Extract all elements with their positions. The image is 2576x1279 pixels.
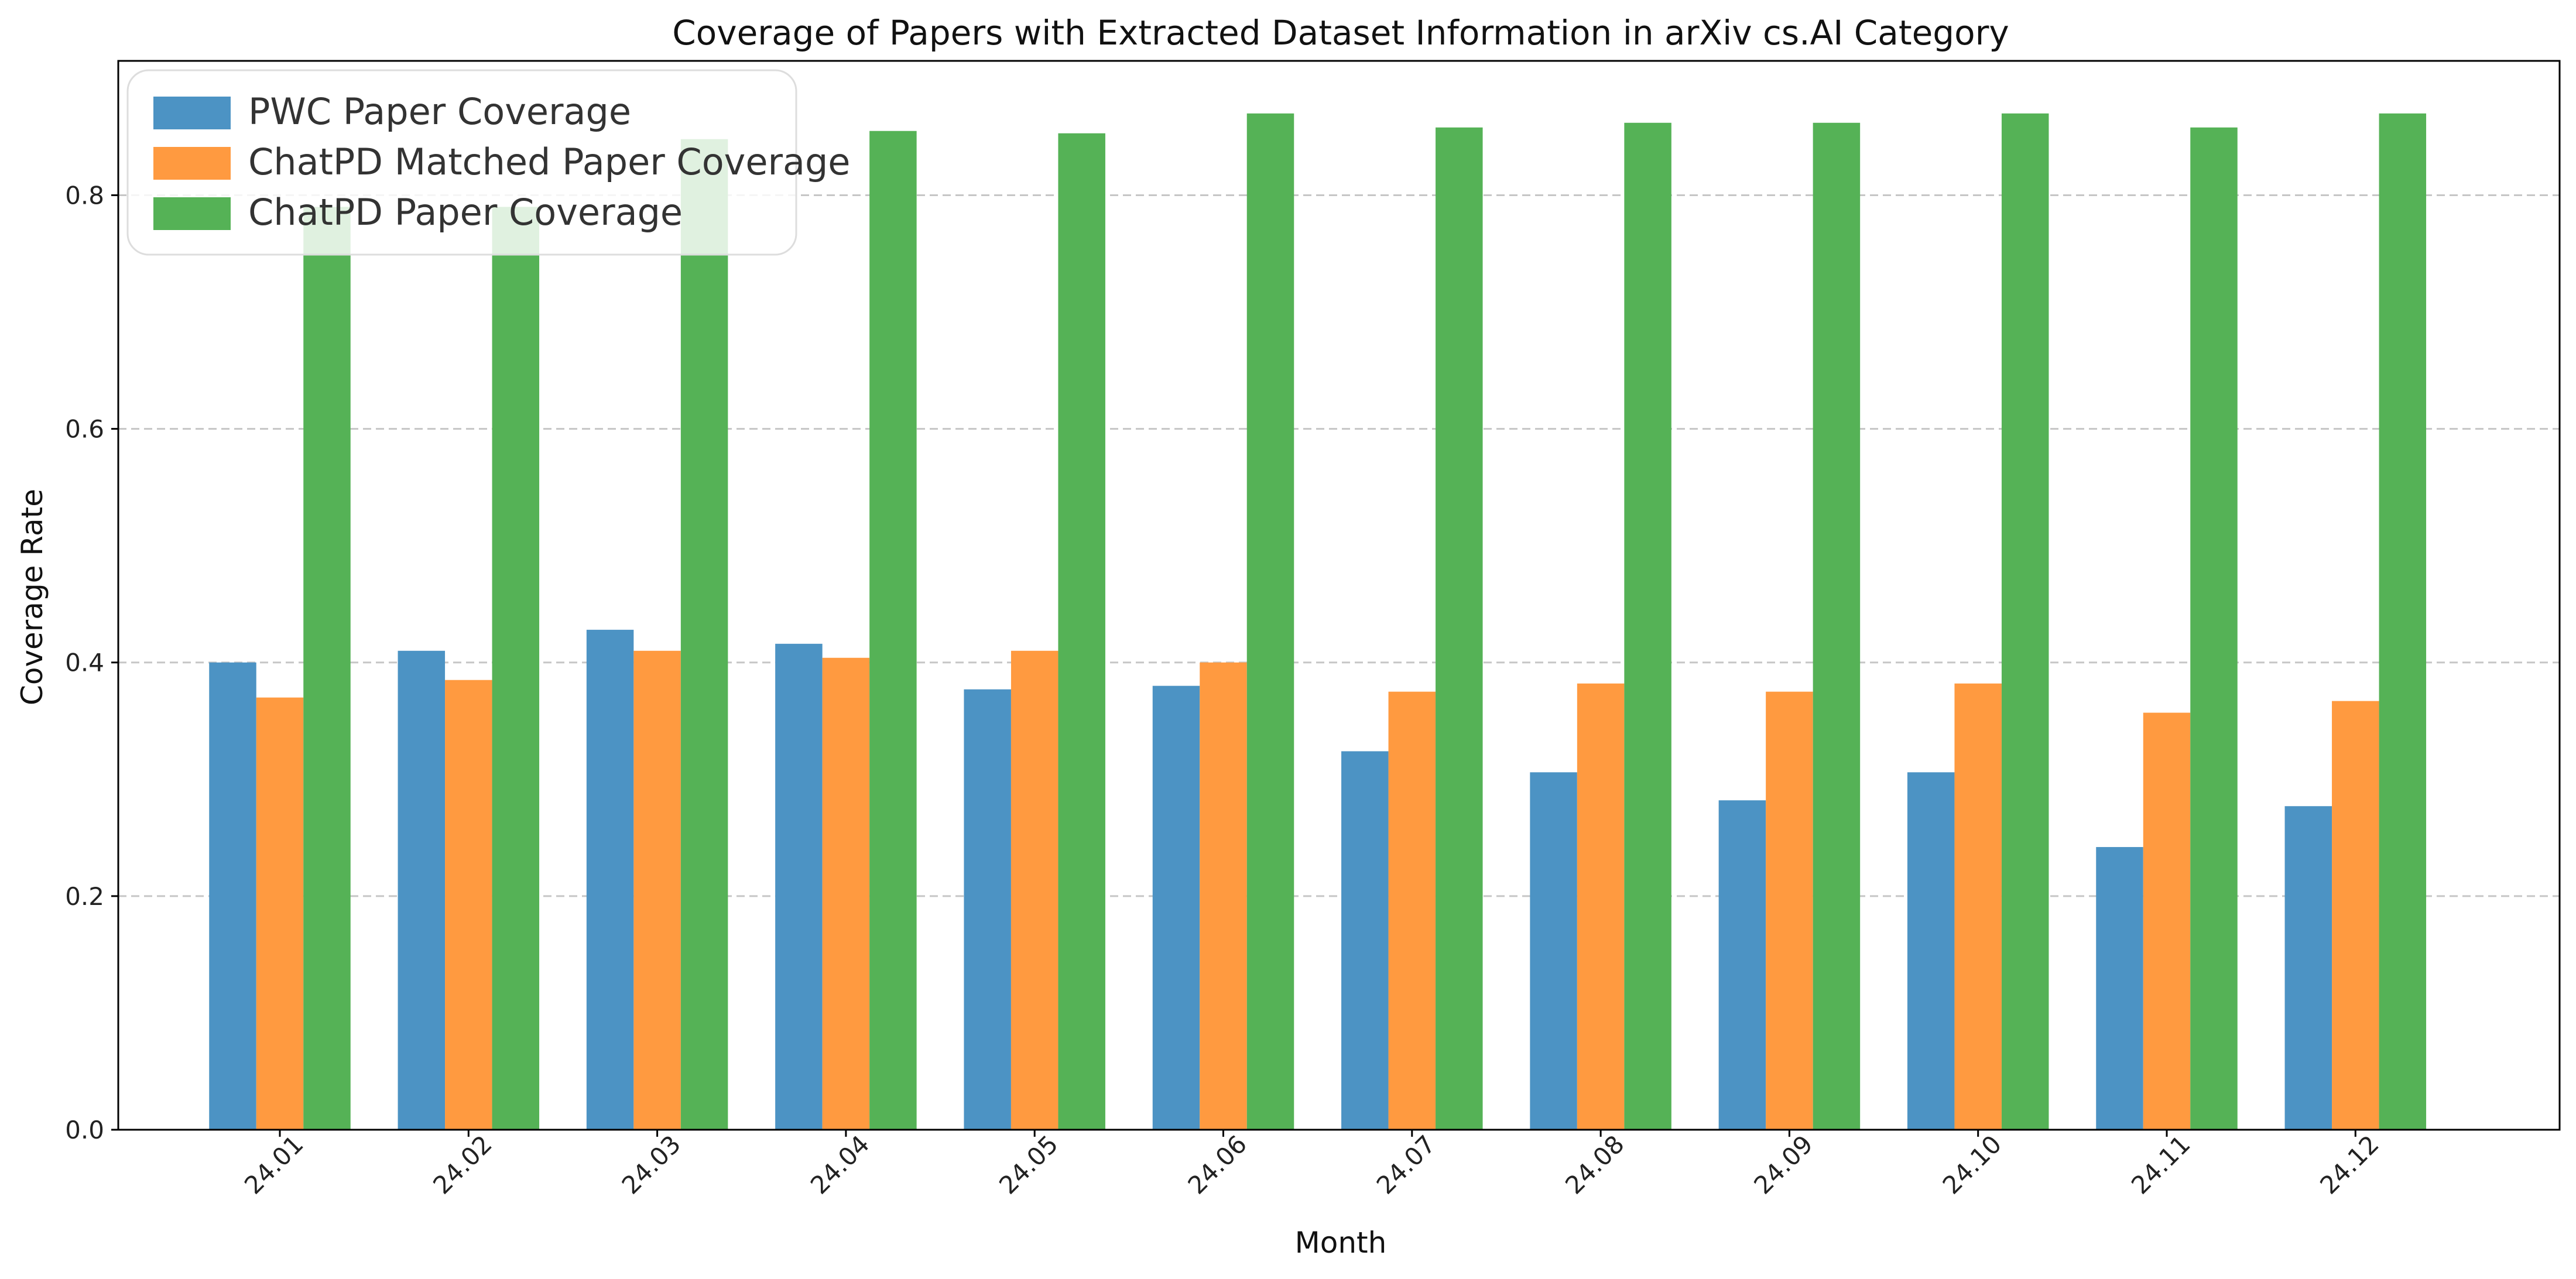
bar [256,697,304,1130]
bar [1718,800,1766,1130]
bar [2284,806,2332,1130]
bar [633,650,681,1130]
x-tick-label: 24.12 [2314,1130,2385,1200]
bar [1624,122,1671,1130]
y-axis-title: Coverage Rate [15,489,49,705]
bar [775,643,823,1130]
bar [1530,772,1577,1130]
bars [209,113,2427,1130]
legend: PWC Paper Coverage ChatPD Matched Paper C… [126,69,850,256]
bar [1388,691,1436,1130]
x-tick-label: 24.08 [1560,1130,1630,1200]
legend-label: PWC Paper Coverage [248,90,631,133]
x-tick-label: 24.04 [805,1130,875,1200]
x-axis-title: Month [1295,1226,1387,1260]
bar [1246,113,1294,1130]
legend-label: ChatPD Paper Coverage [248,191,683,234]
bar [1766,691,1813,1130]
y-tick-label: 0.8 [65,181,104,210]
y-tick-label: 0.4 [65,649,104,677]
legend-swatch [153,147,231,180]
bar [209,662,256,1130]
x-tick-label: 24.11 [2126,1130,2196,1200]
legend-swatch [153,97,231,129]
legend-box [126,69,797,256]
y-tick-label: 0.6 [65,415,104,444]
bar [964,689,1011,1130]
axes [117,60,2561,1131]
bar [586,629,634,1130]
plot-frame [117,60,2561,1131]
bar [2143,712,2191,1130]
x-tick-label: 24.07 [1371,1130,1441,1200]
bar [398,650,446,1130]
bar [2190,127,2238,1130]
bar [2332,701,2379,1130]
bar [1436,127,1483,1130]
y-axis-ticks: 0.0 0.2 0.4 0.6 0.8 [65,181,118,1144]
bar [1058,133,1105,1130]
bar [1341,751,1389,1130]
series-1-bars [209,629,2332,1130]
x-tick-label: 24.06 [1182,1130,1252,1200]
bar [869,131,917,1130]
bar [445,680,492,1130]
chart-title: Coverage of Papers with Extracted Datase… [672,13,2009,53]
x-tick-label: 24.05 [994,1130,1064,1200]
bar [1907,772,1955,1130]
y-tick-label: 0.0 [65,1116,104,1144]
series-3-bars [303,113,2427,1130]
bar [2379,113,2427,1130]
x-tick-label: 24.10 [1937,1130,2008,1200]
x-tick-label: 24.03 [616,1130,687,1200]
bar [680,139,728,1130]
bar [492,207,540,1130]
x-axis-ticks: 24.01 24.02 24.03 24.04 24.05 24.06 24.07 24.08… [239,1130,2385,1200]
bar [1577,683,1625,1130]
bar [1200,662,1247,1130]
bar [2001,113,2049,1130]
x-tick-label: 24.02 [427,1130,498,1200]
y-tick-label: 0.2 [65,882,104,911]
legend-label: ChatPD Matched Paper Coverage [248,140,850,183]
bar [1813,122,1861,1130]
bar [1010,650,1059,1130]
x-tick-label: 24.09 [1748,1130,1818,1200]
bar [2096,847,2143,1130]
bar [303,207,351,1130]
x-tick-label: 24.01 [239,1130,309,1200]
series-2-bars [256,650,2379,1130]
bar [822,657,870,1130]
legend-swatch [153,197,231,230]
bar [1152,685,1200,1130]
bar [1954,683,2002,1130]
